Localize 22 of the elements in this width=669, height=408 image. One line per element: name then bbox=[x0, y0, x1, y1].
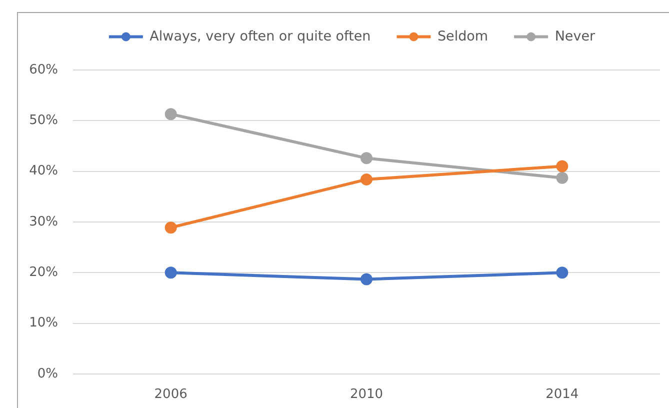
point bbox=[556, 160, 568, 172]
legend-label: Always, very often or quite often bbox=[150, 28, 371, 44]
y-tick-label: 60% bbox=[29, 62, 58, 78]
point bbox=[360, 273, 372, 286]
point bbox=[556, 172, 568, 184]
legend-label: Never bbox=[554, 28, 596, 44]
point bbox=[360, 152, 372, 164]
point bbox=[164, 222, 177, 234]
y-tick-label: 10% bbox=[29, 316, 58, 331]
y-tick-label: 0% bbox=[37, 366, 58, 382]
y-tick-label: 50% bbox=[29, 113, 58, 128]
legend-label: Seldom bbox=[437, 28, 488, 44]
point bbox=[360, 173, 372, 186]
point bbox=[164, 108, 177, 120]
x-tick-label: 2010 bbox=[350, 387, 384, 402]
y-tick-label: 20% bbox=[29, 265, 58, 280]
y-tick-label: 40% bbox=[29, 164, 58, 179]
x-tick-label: 2006 bbox=[154, 387, 188, 402]
y-tick-label: 30% bbox=[29, 214, 58, 230]
point bbox=[164, 266, 177, 279]
x-tick-label: 2014 bbox=[546, 387, 579, 402]
point bbox=[556, 266, 568, 279]
